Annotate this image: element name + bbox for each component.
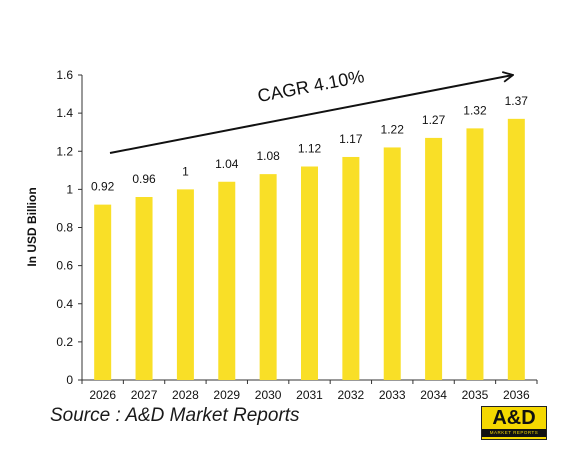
y-tick-label: 0.2 [56, 335, 73, 349]
bar [176, 189, 194, 380]
data-label: 1.12 [298, 142, 322, 156]
x-tick-label: 2030 [255, 388, 282, 402]
source-caption: Source : A&D Market Reports [50, 405, 300, 426]
logo: A&D MARKET REPORTS [481, 406, 547, 440]
data-label: 1.37 [505, 94, 529, 108]
bar [466, 128, 484, 380]
bar [301, 166, 318, 380]
bar [259, 174, 277, 380]
bar [383, 147, 401, 380]
x-tick-label: 2031 [296, 388, 323, 402]
y-tick-label: 1.2 [56, 144, 73, 158]
x-tick-label: 2028 [172, 388, 199, 402]
x-tick-label: 2032 [338, 388, 365, 402]
data-label: 1.22 [381, 122, 405, 136]
data-label: 1.27 [422, 113, 446, 127]
y-tick-label: 0.6 [56, 259, 73, 273]
y-tick-label: 0 [66, 373, 73, 387]
logo-subtext: MARKET REPORTS [482, 429, 546, 437]
y-tick-label: 0.4 [56, 297, 73, 311]
bar [94, 204, 112, 380]
bar [218, 181, 236, 380]
y-tick-label: 0.8 [56, 221, 73, 235]
x-tick-label: 2035 [462, 388, 489, 402]
bar [342, 156, 360, 380]
x-tick-label: 2029 [213, 388, 240, 402]
bar [425, 137, 443, 380]
bar [507, 118, 525, 380]
plot-area: 0 0.2 0.4 0.6 0.8 1 1.2 1.4 1.6 0.92 2026 0.96 2027 1… [56, 68, 538, 402]
data-label: 0.96 [132, 172, 156, 186]
y-tick-label: 1.4 [56, 106, 73, 120]
cagr-arrow [109, 75, 513, 154]
cagr-annotation: CAGR 4.10% [256, 66, 366, 106]
x-tick-label: 2027 [131, 388, 158, 402]
data-label: 1.32 [463, 103, 487, 117]
bar [135, 197, 153, 380]
y-tick-label: 1 [66, 182, 73, 196]
x-tick-label: 2033 [379, 388, 406, 402]
data-label: 1 [182, 164, 189, 178]
data-label: 1.04 [215, 157, 239, 171]
logo-text: A&D [492, 407, 536, 429]
x-tick-label: 2026 [89, 388, 116, 402]
data-label: 1.17 [339, 132, 363, 146]
data-label: 1.08 [256, 149, 280, 163]
x-tick-label: 2036 [503, 388, 530, 402]
x-tick-label: 2034 [420, 388, 447, 402]
y-axis-label: In USD Billion [25, 187, 39, 266]
y-tick-label: 1.6 [56, 68, 73, 82]
data-label: 0.92 [91, 180, 115, 194]
